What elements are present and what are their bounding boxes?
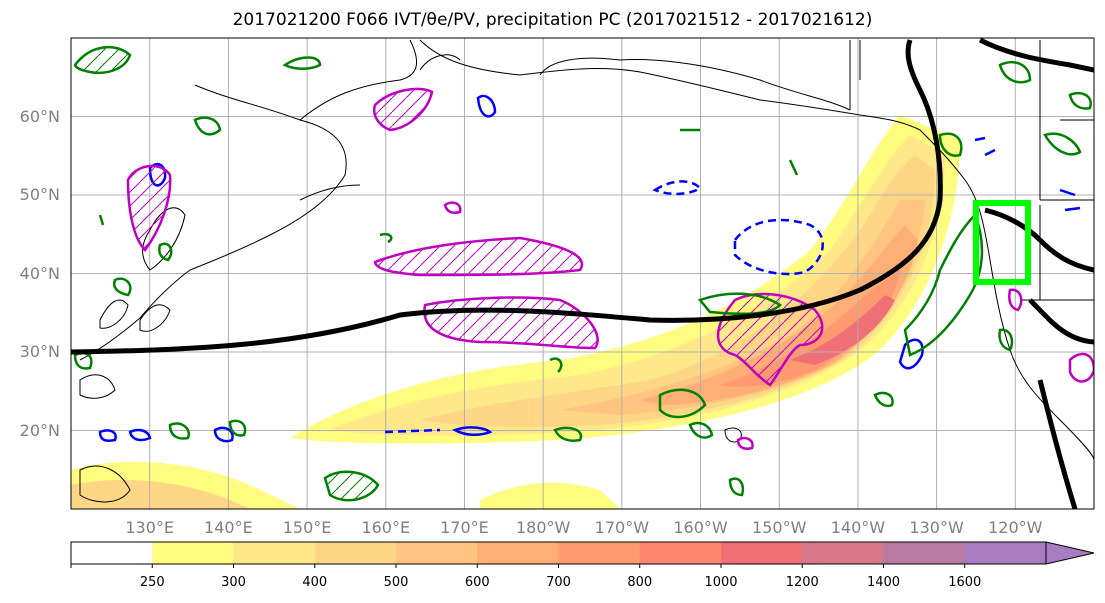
- colorbar-cell: [964, 542, 1047, 564]
- colorbar-cell: [802, 542, 884, 564]
- colorbar-label: 1600: [948, 575, 982, 590]
- lat-label: 40°N: [19, 263, 60, 283]
- colorbar-cell: [396, 542, 478, 564]
- lon-label: 160°E: [361, 518, 411, 537]
- colorbar-cell: [314, 542, 397, 564]
- colorbar-cell: [477, 542, 559, 564]
- map-frame: [70, 37, 1095, 510]
- colorbar-label: 250: [139, 575, 165, 590]
- colorbar-label: 400: [302, 575, 328, 590]
- lon-label: 130°E: [125, 518, 175, 537]
- colorbar-label: 300: [221, 575, 246, 590]
- pv-contours: [73, 45, 1092, 502]
- colorbar-cell: [233, 542, 316, 564]
- colorbar-frame: [70, 541, 1047, 565]
- lon-label: 180°W: [515, 518, 571, 537]
- lat-label: 50°N: [19, 185, 60, 204]
- lon-label: 170°W: [594, 518, 650, 537]
- colorbar: [70, 541, 1095, 568]
- lon-label: 150°E: [282, 518, 332, 537]
- lat-label: 30°N: [19, 342, 60, 361]
- colorbar-label: 800: [627, 575, 653, 590]
- colorbar-label: 1400: [866, 575, 901, 590]
- lon-label: 130°W: [909, 518, 964, 537]
- lon-label: 160°W: [673, 518, 728, 537]
- colorbar-label: 700: [546, 575, 571, 590]
- target-box: [973, 200, 1031, 285]
- colorbar-label: 600: [464, 575, 490, 590]
- lon-label: 140°W: [830, 518, 886, 537]
- map-plot-area: [71, 38, 1094, 509]
- map-gridlines: [71, 38, 1094, 509]
- colorbar-label: 500: [383, 575, 409, 590]
- colorbar-label: 1200: [785, 575, 819, 590]
- colorbar-extend-arrow: [1045, 541, 1095, 565]
- colorbar-cell: [721, 542, 803, 564]
- map-title: 2017021200 F066 IVT/θe/PV, precipitation…: [232, 10, 873, 30]
- lat-label: 60°N: [19, 106, 60, 126]
- colorbar-cell: [71, 542, 153, 564]
- lon-label: 140°E: [204, 518, 253, 537]
- lon-label: 170°E: [440, 518, 489, 537]
- colorbar-cell: [883, 542, 966, 564]
- colorbar-label: 1000: [704, 575, 738, 590]
- lon-label: 150°W: [752, 518, 807, 537]
- lat-label: 20°N: [19, 420, 60, 440]
- colorbar-cell: [558, 542, 641, 564]
- colorbar-cell: [639, 542, 722, 564]
- lon-label: 120°W: [988, 518, 1043, 537]
- jet-stream-lines: [71, 38, 1094, 509]
- colorbar-cell: [152, 542, 234, 564]
